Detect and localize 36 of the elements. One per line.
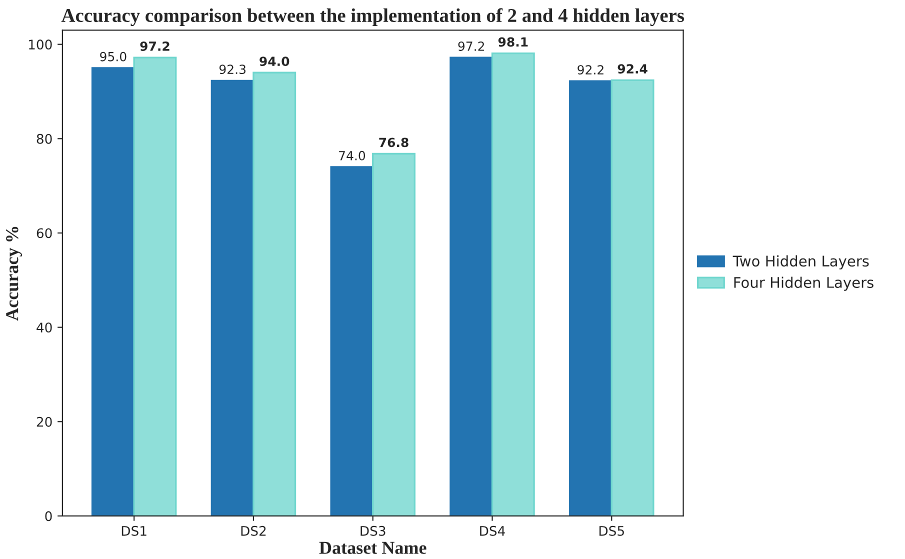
legend-label: Four Hidden Layers bbox=[734, 276, 874, 291]
data-label: 74.0 bbox=[339, 150, 366, 160]
y-tick-label: 20 bbox=[36, 416, 52, 427]
legend-label: Two Hidden Layers bbox=[732, 255, 869, 270]
bar bbox=[569, 80, 612, 516]
bar bbox=[210, 80, 254, 516]
y-tick-label: 60 bbox=[36, 228, 52, 238]
data-label: 94.0 bbox=[260, 56, 290, 66]
y-axis-title: Accuracy % bbox=[6, 226, 22, 321]
data-label: 92.2 bbox=[578, 65, 604, 75]
data-label: 97.2 bbox=[458, 41, 484, 51]
y-tick-label: 0 bbox=[45, 511, 52, 522]
bar bbox=[450, 56, 494, 516]
y-tick-label: 100 bbox=[28, 40, 52, 50]
y-tick-label: 40 bbox=[36, 322, 52, 333]
x-tick-label: DS3 bbox=[360, 526, 386, 536]
bar bbox=[91, 67, 135, 516]
data-label: 95.0 bbox=[100, 52, 126, 62]
bar bbox=[610, 79, 654, 516]
bar bbox=[330, 166, 374, 516]
x-tick-label: DS4 bbox=[480, 526, 505, 536]
bar bbox=[491, 52, 535, 516]
x-axis-title: Dataset Name bbox=[319, 542, 426, 554]
bar bbox=[133, 56, 177, 516]
data-label: 98.1 bbox=[498, 37, 528, 47]
data-label: 92.4 bbox=[618, 64, 648, 74]
data-label: 97.2 bbox=[140, 41, 170, 51]
bar bbox=[252, 72, 296, 516]
x-tick-label: DS2 bbox=[241, 526, 266, 536]
data-label: 92.3 bbox=[219, 64, 246, 74]
bar bbox=[372, 152, 416, 516]
chart-title: Accuracy comparison between the implementation of 2 and 4 hidden layers bbox=[61, 8, 684, 26]
x-tick-label: DS1 bbox=[122, 526, 146, 536]
x-tick-label: DS5 bbox=[599, 526, 624, 536]
y-tick-label: 80 bbox=[36, 134, 52, 144]
data-label: 76.8 bbox=[379, 138, 408, 148]
